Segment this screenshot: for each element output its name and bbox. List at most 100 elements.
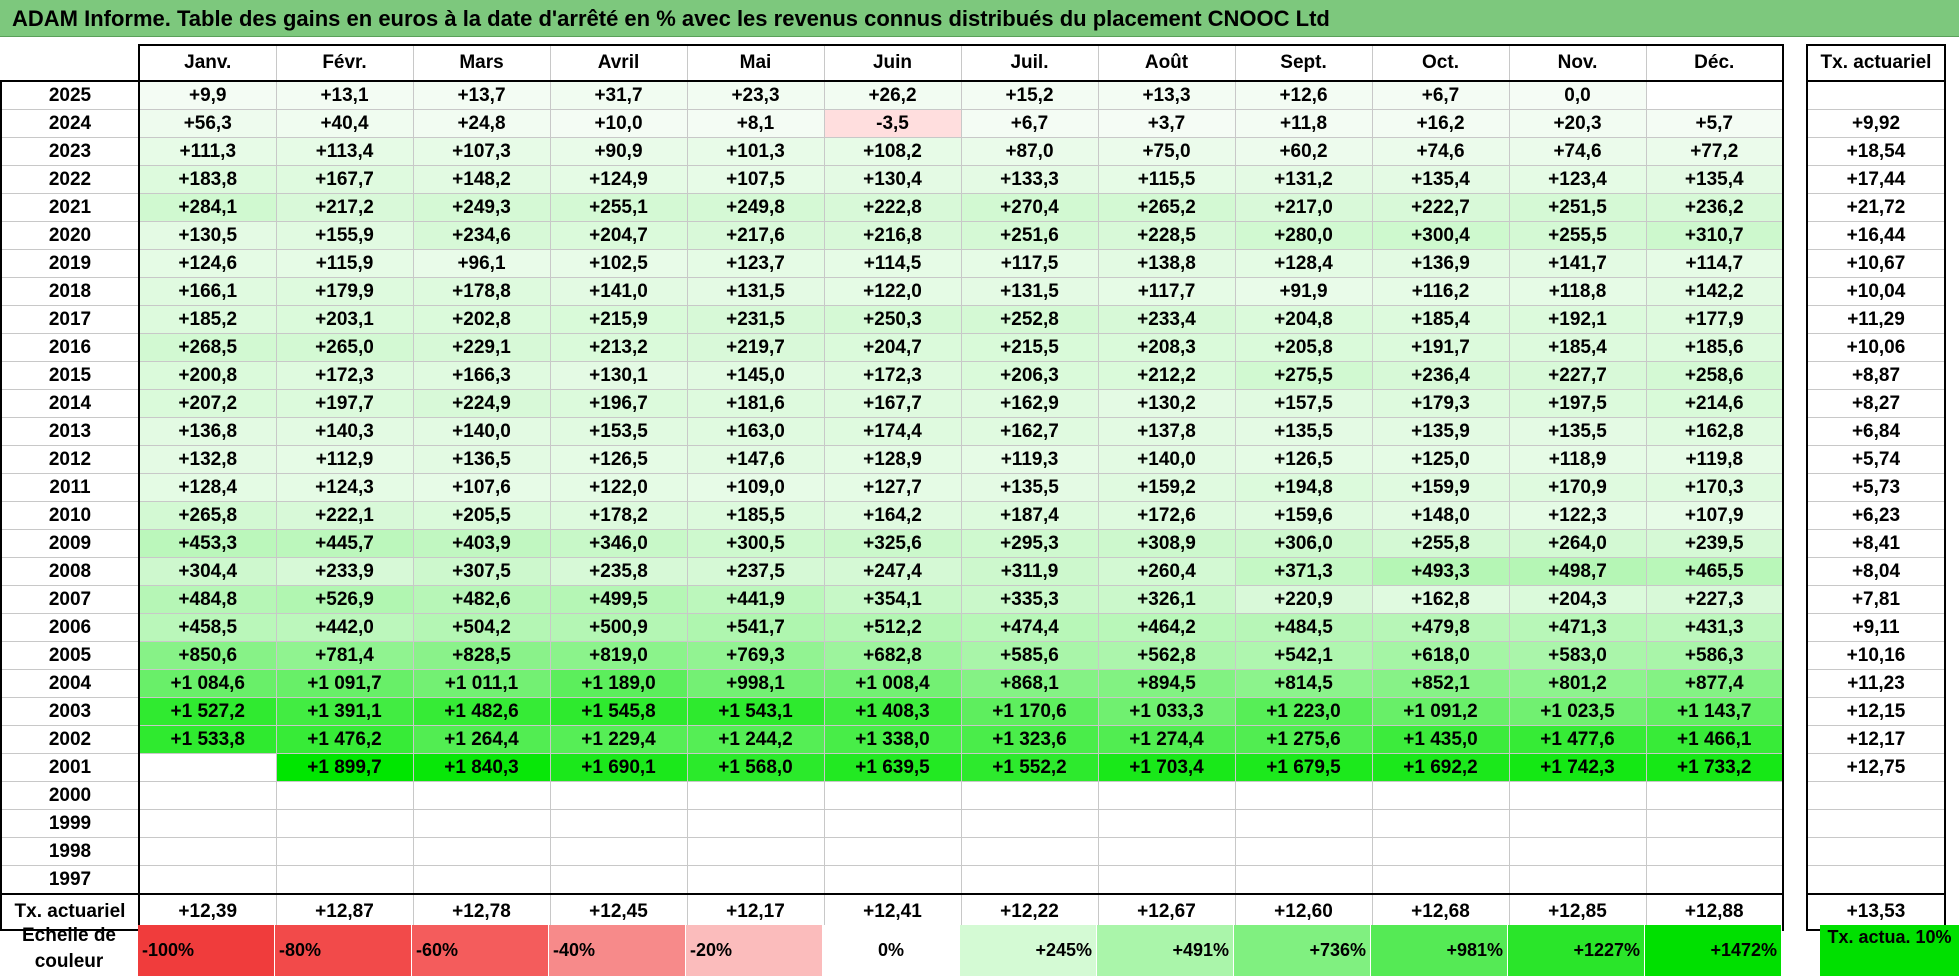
month-header: Mars (412, 44, 551, 82)
column-gap (1783, 641, 1807, 670)
tx-actuariel-cell (1806, 865, 1946, 895)
gain-cell: +250,3 (823, 305, 962, 334)
gain-cell: +90,9 (549, 137, 688, 166)
legend-swatch: +981% (1371, 925, 1508, 976)
gain-cell: +101,3 (686, 137, 825, 166)
gain-cell: +354,1 (823, 585, 962, 614)
tx-actuariel-cell: +9,92 (1806, 109, 1946, 138)
gain-cell: +500,9 (549, 613, 688, 642)
gain-cell: +442,0 (275, 613, 414, 642)
column-gap (1783, 193, 1807, 222)
gain-cell: +1 742,3 (1508, 753, 1647, 782)
gain-cell: +233,4 (1097, 305, 1236, 334)
footer-tx-cell: +12,67 (1097, 893, 1236, 931)
year-label: 2015 (0, 361, 140, 390)
gain-cell: +222,8 (823, 193, 962, 222)
gain-cell (138, 753, 277, 782)
year-label: 2003 (0, 697, 140, 726)
legend-swatch: +245% (960, 925, 1097, 976)
month-header: Janv. (138, 44, 277, 82)
gain-cell: +852,1 (1371, 669, 1510, 698)
header-corner (1, 45, 139, 82)
gain-cell: +141,7 (1508, 249, 1647, 278)
gain-cell: +1 477,6 (1508, 725, 1647, 754)
month-header: Sept. (1234, 44, 1373, 82)
gain-cell: +1 170,6 (960, 697, 1099, 726)
column-gap (1783, 894, 1807, 930)
gain-cell: +236,4 (1371, 361, 1510, 390)
gain-cell: +148,2 (412, 165, 551, 194)
gain-cell: +465,5 (1645, 557, 1784, 586)
gain-cell: +306,0 (1234, 529, 1373, 558)
gain-cell (960, 809, 1099, 838)
column-gap (1783, 613, 1807, 642)
year-row: 2007 +484,8 +526,9 +482,6 +499,5 +441,9 +354,1… (0, 585, 1946, 614)
gain-cell: +1 008,4 (823, 669, 962, 698)
legend-swatch: 0% (823, 925, 960, 976)
column-gap (1783, 361, 1807, 390)
gain-cell: +249,8 (686, 193, 825, 222)
gain-cell: +130,2 (1097, 389, 1236, 418)
year-label: 2016 (0, 333, 140, 362)
gain-cell: +91,9 (1234, 277, 1373, 306)
gain-cell: +172,6 (1097, 501, 1236, 530)
gain-cell (686, 837, 825, 866)
gain-cell: +311,9 (960, 557, 1099, 586)
gain-cell: +295,3 (960, 529, 1099, 558)
year-row: 2025 +9,9 +13,1 +13,7 +31,7 +23,3 +26,2 +15,2 +1… (0, 80, 1946, 110)
gain-cell: +166,1 (138, 277, 277, 306)
gains-table: Janv. Févr. Mars Avril Mai Juin Juil. Août Sept.… (0, 44, 1946, 931)
year-label: 2004 (0, 669, 140, 698)
gain-cell: +464,2 (1097, 613, 1236, 642)
gain-cell: +231,5 (686, 305, 825, 334)
gain-cell (1371, 837, 1510, 866)
gain-cell: +122,0 (823, 277, 962, 306)
gain-cell: +174,4 (823, 417, 962, 446)
gain-cell: +220,9 (1234, 585, 1373, 614)
gain-cell: +96,1 (412, 249, 551, 278)
gain-cell (823, 809, 962, 838)
gain-cell: +135,4 (1371, 165, 1510, 194)
gain-cell: +251,5 (1508, 193, 1647, 222)
gain-cell: +77,2 (1645, 137, 1784, 166)
gain-cell: +1 482,6 (412, 697, 551, 726)
gain-cell: +204,8 (1234, 305, 1373, 334)
gain-cell: +493,3 (1371, 557, 1510, 586)
gain-cell: +123,7 (686, 249, 825, 278)
tx-actuariel-cell (1806, 837, 1946, 866)
column-gap (1783, 697, 1807, 726)
tx-actuariel-cell: +5,74 (1806, 445, 1946, 474)
tx-actuariel-cell: +16,44 (1806, 221, 1946, 250)
gain-cell: +74,6 (1371, 137, 1510, 166)
gain-cell: +124,6 (138, 249, 277, 278)
gain-cell: +74,6 (1508, 137, 1647, 166)
gain-cell: +1 476,2 (275, 725, 414, 754)
year-row: 2014 +207,2 +197,7 +224,9 +196,7 +181,6 +167,7… (0, 389, 1946, 418)
year-row: 1999 (0, 809, 1946, 838)
gain-cell: +112,9 (275, 445, 414, 474)
gain-cell: +801,2 (1508, 669, 1647, 698)
tx-actuariel-cell: +12,17 (1806, 725, 1946, 754)
gain-cell: +159,6 (1234, 501, 1373, 530)
gain-cell: +179,9 (275, 277, 414, 306)
gain-cell: +5,7 (1645, 109, 1784, 138)
gain-cell: +137,8 (1097, 417, 1236, 446)
gain-cell: +177,9 (1645, 305, 1784, 334)
gain-cell: +215,5 (960, 333, 1099, 362)
gain-cell: +113,4 (275, 137, 414, 166)
gain-cell: +682,8 (823, 641, 962, 670)
year-label: 2006 (0, 613, 140, 642)
year-label: 2010 (0, 501, 140, 530)
gain-cell: +1 408,3 (823, 697, 962, 726)
gain-cell: +208,3 (1097, 333, 1236, 362)
year-label: 2013 (0, 417, 140, 446)
gain-cell: +205,5 (412, 501, 551, 530)
gain-cell: +300,5 (686, 529, 825, 558)
column-gap (1783, 417, 1807, 446)
gain-cell (1645, 781, 1784, 810)
year-row: 2001 +1 899,7 +1 840,3 +1 690,1 +1 568,0 +1 6… (0, 753, 1946, 782)
gain-cell: +1 639,5 (823, 753, 962, 782)
year-row: 2009 +453,3 +445,7 +403,9 +346,0 +300,5 +325,6… (0, 529, 1946, 558)
gain-cell: +458,5 (138, 613, 277, 642)
tx-actuariel-cell: +12,15 (1806, 697, 1946, 726)
